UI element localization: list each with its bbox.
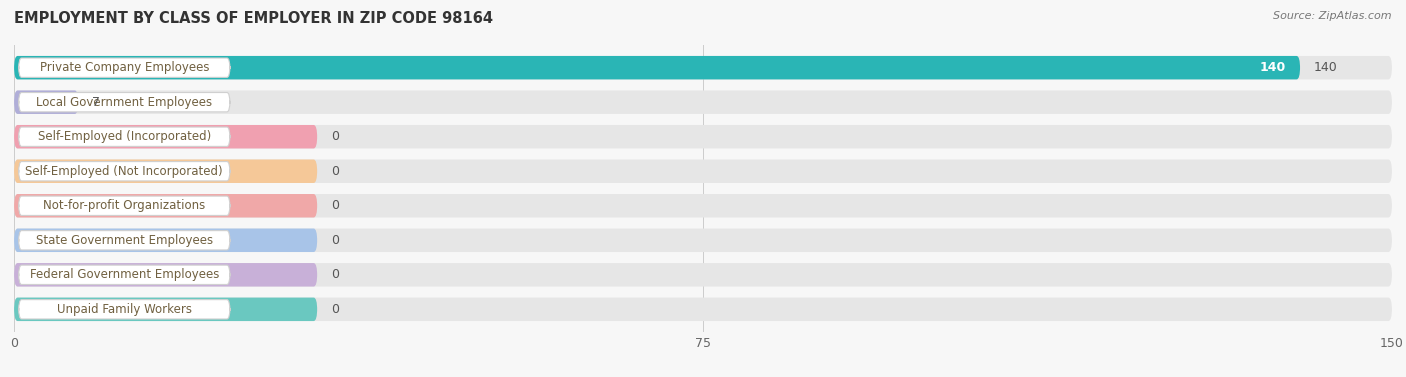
FancyBboxPatch shape	[18, 231, 231, 250]
FancyBboxPatch shape	[14, 263, 1392, 287]
FancyBboxPatch shape	[14, 228, 318, 252]
Text: 0: 0	[330, 303, 339, 316]
Text: 0: 0	[330, 199, 339, 212]
Text: 7: 7	[93, 96, 100, 109]
FancyBboxPatch shape	[14, 297, 1392, 321]
FancyBboxPatch shape	[14, 228, 1392, 252]
FancyBboxPatch shape	[14, 56, 1392, 80]
Text: State Government Employees: State Government Employees	[35, 234, 212, 247]
FancyBboxPatch shape	[14, 263, 318, 287]
Text: Self-Employed (Not Incorporated): Self-Employed (Not Incorporated)	[25, 165, 224, 178]
Text: 0: 0	[330, 268, 339, 281]
FancyBboxPatch shape	[18, 162, 231, 181]
Text: 0: 0	[330, 234, 339, 247]
Text: Unpaid Family Workers: Unpaid Family Workers	[56, 303, 191, 316]
Text: Local Government Employees: Local Government Employees	[37, 96, 212, 109]
FancyBboxPatch shape	[14, 125, 1392, 149]
Text: 140: 140	[1260, 61, 1286, 74]
Text: EMPLOYMENT BY CLASS OF EMPLOYER IN ZIP CODE 98164: EMPLOYMENT BY CLASS OF EMPLOYER IN ZIP C…	[14, 11, 494, 26]
FancyBboxPatch shape	[18, 58, 231, 77]
FancyBboxPatch shape	[14, 194, 318, 218]
FancyBboxPatch shape	[14, 90, 1392, 114]
FancyBboxPatch shape	[14, 297, 318, 321]
FancyBboxPatch shape	[14, 90, 79, 114]
Text: Federal Government Employees: Federal Government Employees	[30, 268, 219, 281]
FancyBboxPatch shape	[18, 92, 231, 112]
Text: 140: 140	[1313, 61, 1337, 74]
FancyBboxPatch shape	[14, 125, 318, 149]
FancyBboxPatch shape	[18, 300, 231, 319]
FancyBboxPatch shape	[18, 127, 231, 146]
Text: 0: 0	[330, 130, 339, 143]
Text: Self-Employed (Incorporated): Self-Employed (Incorporated)	[38, 130, 211, 143]
Text: Not-for-profit Organizations: Not-for-profit Organizations	[44, 199, 205, 212]
Text: 0: 0	[330, 165, 339, 178]
FancyBboxPatch shape	[18, 265, 231, 285]
Text: Private Company Employees: Private Company Employees	[39, 61, 209, 74]
FancyBboxPatch shape	[14, 194, 1392, 218]
FancyBboxPatch shape	[14, 159, 318, 183]
FancyBboxPatch shape	[14, 56, 1301, 80]
FancyBboxPatch shape	[14, 159, 1392, 183]
FancyBboxPatch shape	[18, 196, 231, 215]
Text: Source: ZipAtlas.com: Source: ZipAtlas.com	[1274, 11, 1392, 21]
